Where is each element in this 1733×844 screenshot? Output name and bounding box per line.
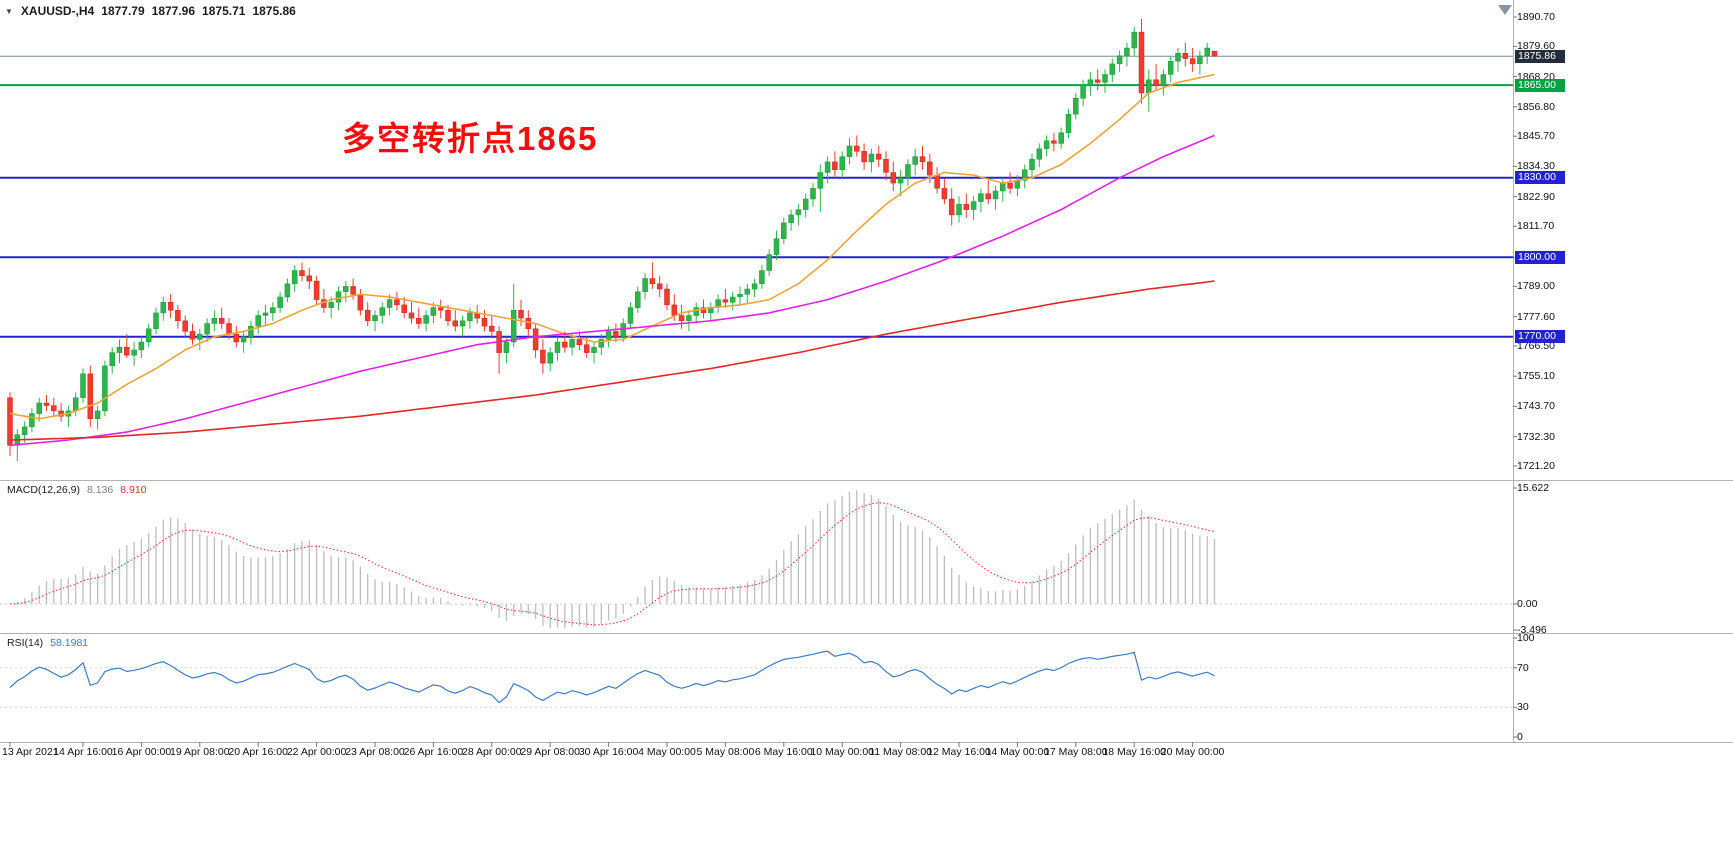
price-tick-label: 1732.30	[1517, 430, 1555, 443]
macd-tick-label: 0.00	[1517, 598, 1538, 611]
rsi-name: RSI(14)	[7, 637, 44, 649]
axis-ticks	[9, 16, 1517, 747]
ohlc-high-value: 1877.96	[151, 4, 196, 18]
price-tag: 1800.00	[1515, 250, 1565, 264]
macd-tick-label: -3.496	[1517, 624, 1547, 636]
time-tick-label: 13 Apr 2021	[2, 746, 59, 758]
macd-indicator	[0, 490, 1513, 629]
ma-slow-red	[9, 280, 1215, 441]
macd-name: MACD(12,26,9)	[7, 484, 80, 496]
time-tick-label: 22 Apr 00:00	[286, 746, 347, 758]
price-tick-label: 1879.60	[1517, 40, 1555, 53]
annotation-turning-point: 多空转折点1865	[342, 120, 599, 157]
macd-value-main: 8.136	[86, 484, 114, 496]
price-tick-label: 1811.70	[1517, 220, 1555, 233]
price-axis[interactable]: 1890.70 1879.60 1868.20 1856.80 1845.70 1834.…	[1513, 0, 1733, 743]
symbol-dropdown-icon[interactable]: ▼	[5, 6, 13, 16]
time-tick-label: 4 May 00:00	[638, 746, 696, 758]
ohlc-open-value: 1877.79	[101, 4, 145, 18]
price-tick-label: 1743.70	[1517, 400, 1555, 413]
price-tick-label: 1890.70	[1517, 11, 1555, 23]
price-tick-label: 1822.90	[1517, 190, 1555, 203]
time-tick-label: 14 Apr 16:00	[53, 746, 113, 758]
chart-header: ▼ XAUUSD-,H4 1877.79 1877.96 1875.71 187…	[5, 4, 296, 18]
time-tick-label: 6 May 16:00	[754, 746, 813, 758]
price-tick-label: 1777.60	[1517, 310, 1555, 323]
time-tick-label: 17 May 08:00	[1043, 746, 1108, 758]
rsi-line	[9, 650, 1215, 704]
macd-indicator-label: MACD(12,26,9) 8.136 8.910	[7, 484, 147, 496]
candlesticks	[7, 18, 1218, 462]
rsi-value: 58.1981	[50, 637, 89, 649]
time-tick-label: 28 Apr 00:00	[462, 746, 522, 758]
macd-value-signal: 8.910	[120, 484, 147, 496]
time-tick-label: 19 Apr 08:00	[170, 746, 230, 758]
time-tick-label: 11 May 08:00	[869, 746, 933, 758]
price-tick-label: 1834.30	[1517, 160, 1555, 173]
time-axis[interactable]: 13 Apr 2021 14 Apr 16:00 16 Apr 00:00 19 Ap…	[0, 742, 1513, 764]
price-tick-label: 1789.00	[1517, 280, 1555, 293]
time-tick-label: 14 May 00:00	[985, 746, 1050, 758]
support-resistance-lines[interactable]	[0, 55, 1513, 338]
ma-fast-orange	[9, 73, 1215, 420]
moving-average-lines	[9, 73, 1215, 447]
time-tick-label: 29 Apr 08:00	[520, 746, 580, 758]
time-tick-label: 10 May 00:00	[810, 746, 875, 758]
price-tag: 1865.00	[1515, 78, 1565, 92]
time-tick-label: 20 May 00:00	[1160, 746, 1225, 758]
rsi-indicator	[0, 650, 1513, 708]
chart-shift-marker-icon[interactable]	[1498, 5, 1512, 15]
ohlc-close-value: 1875.86	[252, 4, 296, 18]
rsi-tick-label: 30	[1517, 701, 1529, 714]
time-tick-label: 23 Apr 08:00	[345, 746, 405, 758]
ma-mid-magenta	[9, 134, 1215, 447]
time-tick-label: 16 Apr 00:00	[111, 746, 172, 758]
price-tick-label: 1721.20	[1517, 460, 1555, 472]
time-tick-label: 5 May 08:00	[696, 746, 755, 758]
macd-signal-line	[9, 502, 1215, 626]
rsi-indicator-label: RSI(14) 58.1981	[7, 637, 88, 649]
time-tick-label: 30 Apr 16:00	[578, 746, 639, 758]
price-tick-label: 1845.70	[1517, 130, 1555, 143]
time-tick-label: 12 May 16:00	[927, 746, 991, 758]
price-tag: 1770.00	[1515, 330, 1565, 344]
macd-tick-label: 15.622	[1517, 482, 1550, 494]
price-tick-label: 1755.10	[1517, 370, 1555, 383]
pane-borders	[0, 0, 1733, 743]
time-tick-label: 18 May 16:00	[1102, 746, 1167, 758]
price-tag: 1875.86	[1515, 49, 1565, 63]
ohlc-low-value: 1875.71	[202, 4, 246, 18]
time-tick-label: 26 Apr 16:00	[403, 746, 464, 758]
price-tick-label: 1856.80	[1517, 100, 1555, 113]
rsi-tick-label: 100	[1517, 632, 1535, 644]
symbol-timeframe-label: XAUUSD-,H4	[20, 4, 95, 18]
time-tick-label: 20 Apr 16:00	[228, 746, 288, 758]
price-tag: 1830.00	[1515, 171, 1565, 185]
rsi-tick-label: 0	[1517, 731, 1523, 743]
rsi-tick-label: 70	[1517, 661, 1529, 674]
